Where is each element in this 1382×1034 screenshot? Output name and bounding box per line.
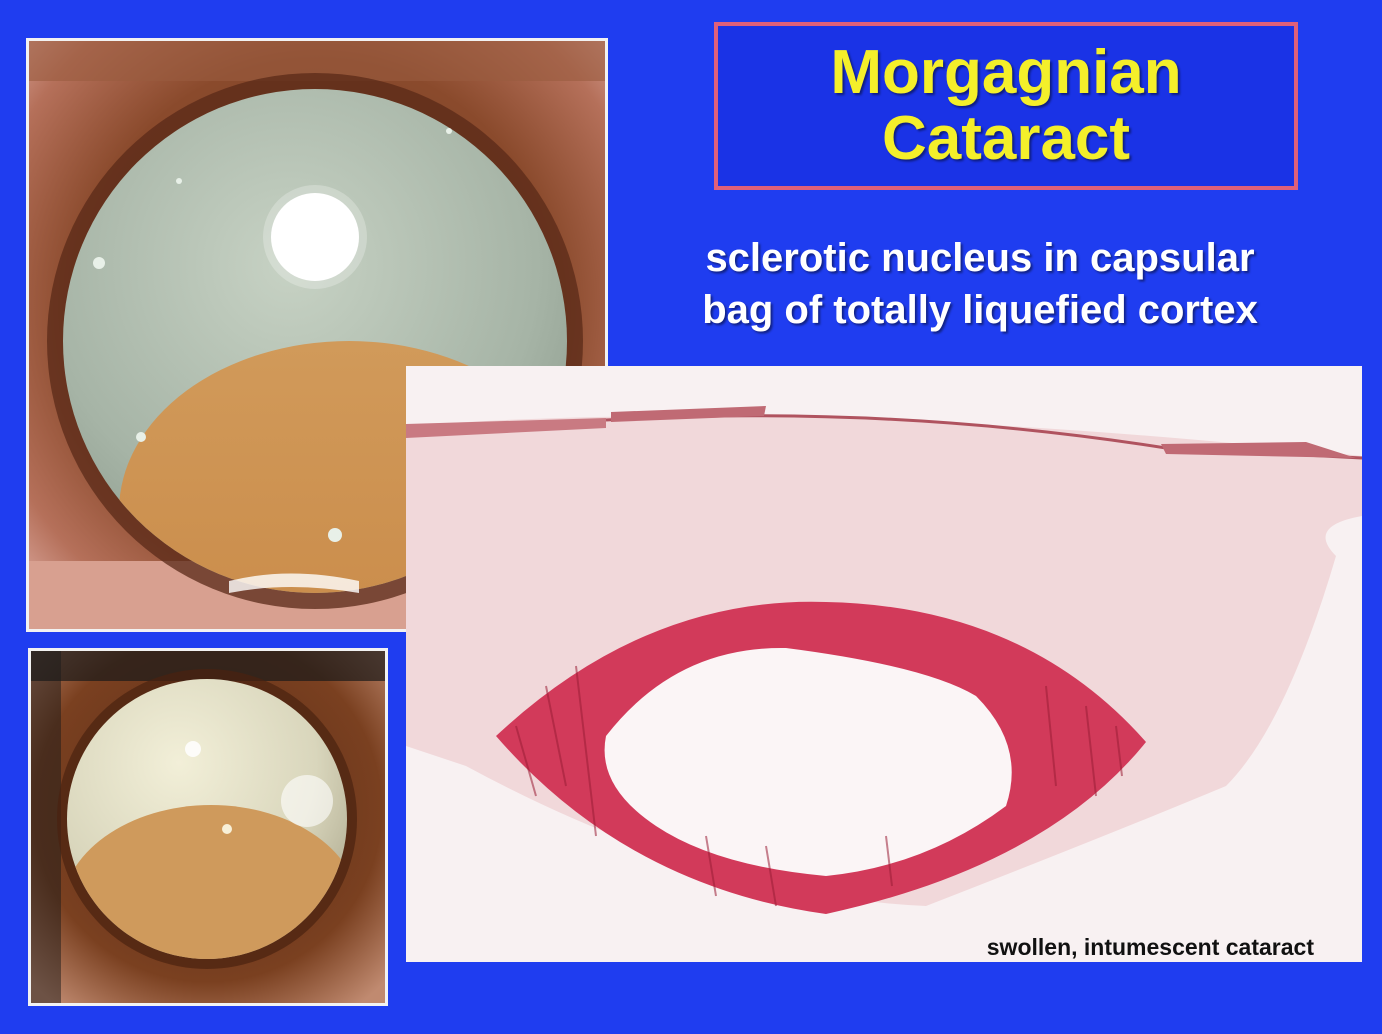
- subtitle: sclerotic nucleus in capsular bag of tot…: [620, 232, 1340, 336]
- title-line-1: Morgagnian: [830, 38, 1182, 107]
- histology-caption: swollen, intumescent cataract: [986, 934, 1314, 960]
- clinical-photo-cataract-eye: [28, 648, 388, 1006]
- title-line-2: Cataract: [881, 104, 1131, 173]
- subtitle-line-1: sclerotic nucleus in capsular: [705, 236, 1255, 280]
- title-box: Morgagnian Cataract: [714, 22, 1298, 190]
- histology-section-image: swollen, intumescent cataract: [406, 366, 1362, 962]
- subtitle-line-2: bag of totally liquefied cortex: [702, 288, 1258, 332]
